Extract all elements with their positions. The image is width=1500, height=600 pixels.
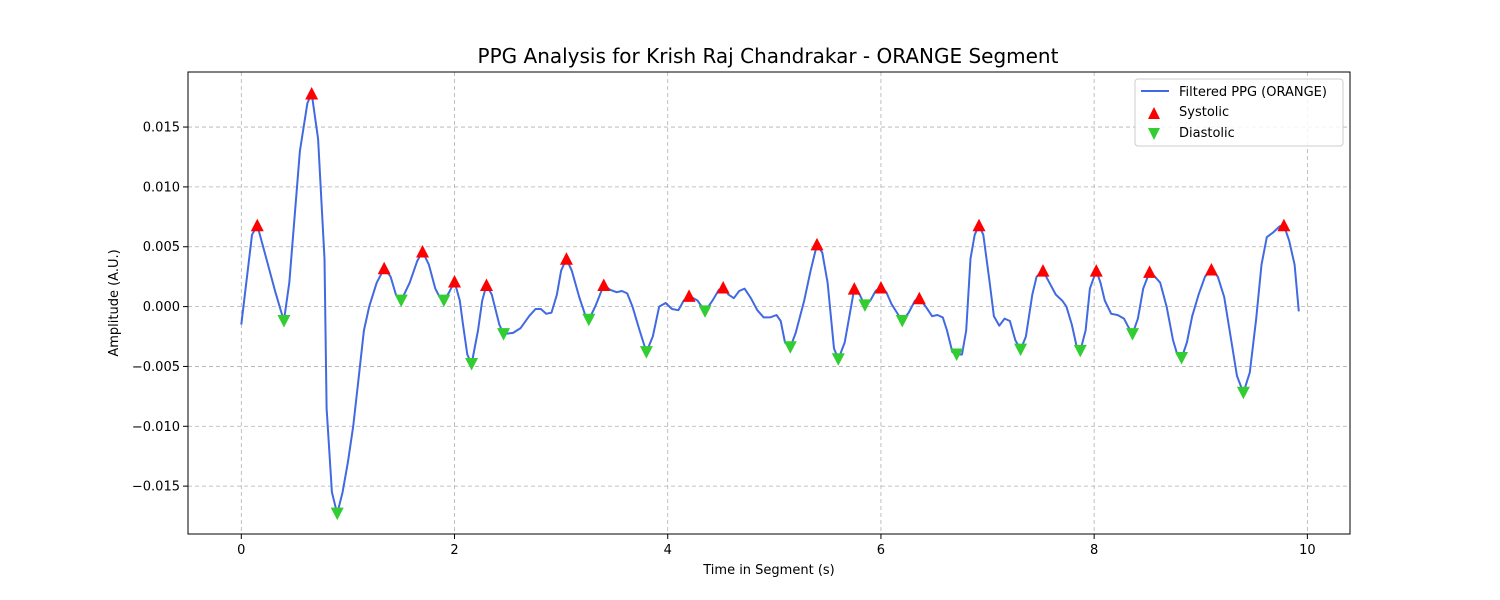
legend-box [1134,78,1344,147]
x-tick-label: 4 [664,543,672,558]
y-tick-label: −0.010 [132,420,180,435]
systolic-marker [1277,218,1291,232]
diastolic-marker [1073,344,1087,358]
systolic-marker [559,252,573,265]
y-tick-label: −0.005 [132,360,180,375]
diastolic-marker [1175,352,1189,365]
systolic-marker [416,245,430,258]
legend-label-filtered-ppg: Filtered PPG (ORANGE) [1179,85,1327,100]
y-tick-label: 0.005 [143,240,180,255]
systolic-marker [716,280,730,294]
legend-label-systolic: Systolic [1179,105,1229,120]
x-tick-label: 10 [1299,543,1316,558]
diastolic-marker [497,328,511,341]
systolic-marker [912,291,926,305]
diastolic-marker [277,314,291,328]
diastolic-marker [698,305,712,318]
systolic-marker [1036,264,1050,277]
legend-label-diastolic: Diastolic [1179,126,1235,141]
y-axis-ticks: −0.015 −0.010 −0.005 0.000 0.005 0.010 0.015 [132,121,188,495]
filtered-ppg-line [240,92,1300,515]
chart-title: PPG Analysis for Krish Raj Chandrakar - … [478,44,1059,68]
diastolic-marker [783,341,797,354]
systolic-marker [1143,265,1157,278]
systolic-marker [847,282,861,295]
y-tick-label: 0.010 [143,180,180,195]
systolic-marker [1204,262,1218,276]
systolic-marker [305,87,319,100]
diastolic-marker [858,299,872,312]
diastolic-marker [582,313,596,327]
x-axis-label: Time in Segment (s) [702,563,834,578]
systolic-marker [377,261,391,275]
x-axis-ticks: 0 2 4 6 8 10 [237,534,1316,558]
diastolic-marker [394,294,408,308]
legend-diastolic-marker [1148,128,1160,140]
x-tick-label: 0 [237,543,245,558]
y-tick-label: 0.015 [143,121,180,136]
systolic-marker [874,280,888,294]
legend-systolic-marker [1148,107,1160,119]
diastolic-marker [437,294,451,308]
y-axis-label: Amplitude (A.U.) [107,249,122,356]
plot-area-frame [187,71,1351,535]
x-tick-label: 6 [877,543,885,558]
diastolic-marker [639,346,653,359]
diastolic-marker [1236,386,1250,400]
systolic-marker [479,278,493,292]
x-tick-label: 2 [450,543,458,558]
plot-series [240,87,1300,521]
diastolic-marker [465,358,479,371]
diastolic-marker [330,507,344,521]
legend: Filtered PPG (ORANGE) Systolic Diastolic [1134,78,1344,147]
systolic-marker [597,278,611,292]
systolic-marker [1089,264,1103,277]
y-tick-label: −0.015 [132,480,180,495]
diastolic-marker [895,314,909,328]
systolic-marker [682,289,696,302]
systolic-marker [972,218,986,232]
systolic-marker [810,237,824,251]
y-tick-label: 0.000 [143,300,180,315]
systolic-marker [448,274,462,288]
x-tick-label: 8 [1090,543,1098,558]
diastolic-marker [1014,343,1028,357]
diastolic-marker [831,353,845,366]
systolic-marker [250,218,264,232]
diastolic-marker [1126,328,1140,341]
diastolic-marker [950,348,964,361]
